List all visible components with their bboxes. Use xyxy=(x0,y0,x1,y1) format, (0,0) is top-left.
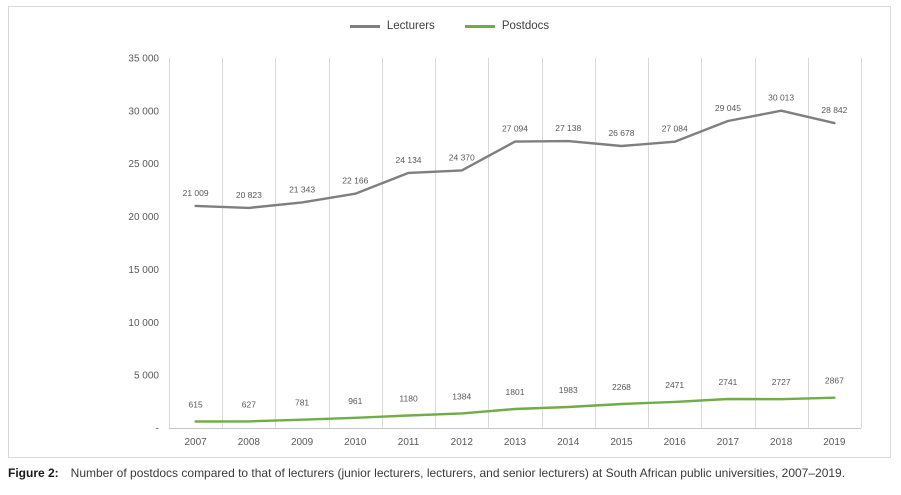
data-label: 1801 xyxy=(506,387,525,397)
data-label: 26 678 xyxy=(608,128,634,138)
x-tick-label: 2015 xyxy=(610,437,633,448)
x-tick-label: 2018 xyxy=(770,437,793,448)
x-tick-label: 2012 xyxy=(451,437,474,448)
lecturers-line-swatch-icon xyxy=(349,24,380,28)
legend-label-lecturers: Lecturers xyxy=(386,20,435,32)
y-tick-label: 20 000 xyxy=(128,212,159,223)
y-tick-label: 5 000 xyxy=(134,371,159,382)
chart-panel: Lecturers Postdocs - 5 000 10 000 15 000 20 … xyxy=(8,6,891,458)
figure-caption: Figure 2: Number of postdocs compared to … xyxy=(8,466,897,480)
lecturers-line xyxy=(194,109,836,210)
data-label: 2867 xyxy=(825,376,844,386)
caption-text: Number of postdocs compared to that of l… xyxy=(70,466,846,480)
x-tick-label: 2014 xyxy=(557,437,580,448)
x-tick-label: 2010 xyxy=(344,437,367,448)
x-tick-label: 2007 xyxy=(184,437,207,448)
lecturers-data-labels: 21 009 20 823 21 343 22 166 24 134 24 370 27 0… xyxy=(183,93,848,200)
y-tick-label: 15 000 xyxy=(128,265,159,276)
data-label: 1180 xyxy=(399,394,418,404)
data-label: 2471 xyxy=(665,380,684,390)
caption-label: Figure 2: xyxy=(8,466,59,480)
y-tick-label: 35 000 xyxy=(128,54,159,65)
data-label: 20 823 xyxy=(236,190,262,200)
data-label: 27 094 xyxy=(502,124,528,134)
y-axis-labels: - 5 000 10 000 15 000 20 000 25 000 30 000 35 0… xyxy=(128,54,159,435)
x-axis-labels: 2007 2008 2009 2010 2011 2012 2013 2014 2015 2016… xyxy=(184,437,845,448)
legend-item-postdocs[interactable]: Postdocs xyxy=(464,20,550,32)
data-label: 21 009 xyxy=(183,188,209,198)
data-label: 615 xyxy=(189,399,203,409)
postdocs-data-labels: 615 627 781 961 1180 1384 1801 1983 2268 2471 2741… xyxy=(189,376,845,410)
data-label: 2727 xyxy=(772,377,791,387)
chart-svg: - 5 000 10 000 15 000 20 000 25 000 30 000 35 0… xyxy=(128,54,862,448)
postdocs-line xyxy=(194,396,836,423)
x-tick-label: 2008 xyxy=(238,437,261,448)
data-label: 21 343 xyxy=(289,184,315,194)
data-label: 29 045 xyxy=(715,103,741,113)
x-tick-label: 2019 xyxy=(823,437,846,448)
y-tick-label: 10 000 xyxy=(128,318,159,329)
data-label: 2268 xyxy=(612,382,631,392)
data-label: 28 842 xyxy=(821,105,847,115)
postdocs-line-swatch-icon xyxy=(464,24,495,28)
data-label: 961 xyxy=(348,396,362,406)
y-tick-label: 30 000 xyxy=(128,106,159,117)
data-label: 781 xyxy=(295,398,309,408)
x-tick-label: 2013 xyxy=(504,437,527,448)
x-tick-label: 2009 xyxy=(291,437,314,448)
x-tick-label: 2017 xyxy=(717,437,740,448)
gridlines xyxy=(169,58,862,428)
data-label: 24 370 xyxy=(449,152,475,162)
data-label: 27 138 xyxy=(555,123,581,133)
y-tick-label: 25 000 xyxy=(128,159,159,170)
data-label: 1384 xyxy=(452,391,471,401)
data-label: 22 166 xyxy=(342,176,368,186)
data-label: 1983 xyxy=(559,385,578,395)
data-label: 30 013 xyxy=(768,93,794,103)
data-label: 27 084 xyxy=(662,124,688,134)
legend-item-lecturers[interactable]: Lecturers xyxy=(349,20,435,32)
data-label: 24 134 xyxy=(396,155,422,165)
legend: Lecturers Postdocs xyxy=(9,20,890,32)
x-tick-label: 2011 xyxy=(398,437,420,448)
data-label: 2741 xyxy=(718,377,737,387)
x-tick-label: 2016 xyxy=(664,437,687,448)
legend-label-postdocs: Postdocs xyxy=(501,20,550,32)
y-tick-label: - xyxy=(156,424,159,435)
data-label: 627 xyxy=(242,399,256,409)
